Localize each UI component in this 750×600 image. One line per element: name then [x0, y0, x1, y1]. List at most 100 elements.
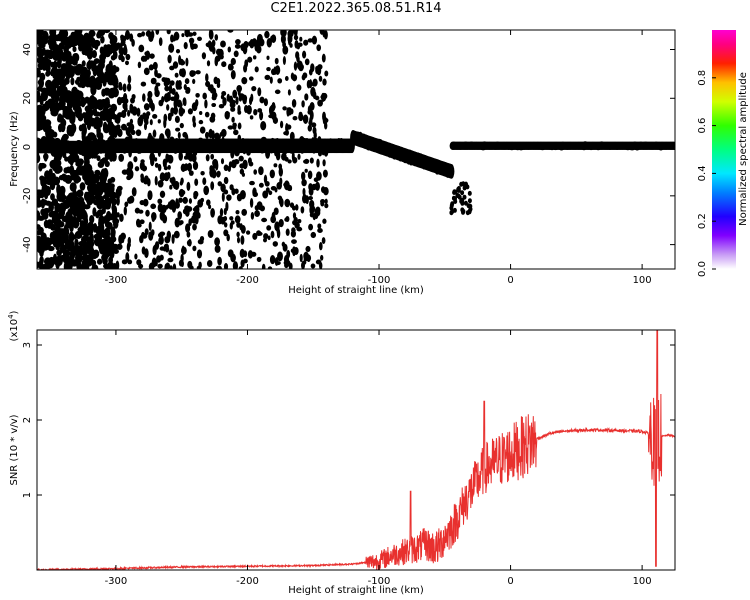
heatmap-cell [269, 169, 275, 179]
heatmap-cell [61, 30, 69, 39]
heatmap-cell [126, 175, 132, 181]
heatmap-cell [150, 229, 155, 236]
heatmap-cell [229, 184, 234, 191]
heatmap-cell [70, 77, 75, 86]
heatmap-cell [106, 184, 113, 193]
heatmap-cell [96, 99, 104, 105]
heatmap-cell [186, 239, 192, 247]
snr-series-line [37, 330, 675, 570]
heatmap-cell [182, 97, 187, 106]
heatmap-cell [141, 31, 146, 37]
heatmap-cell [324, 203, 329, 209]
heatmap-cell [316, 206, 320, 212]
heatmap-cell [166, 171, 171, 179]
heatmap-cell [235, 96, 239, 105]
heatmap-cell [245, 230, 251, 235]
top-y-tick-label: 20 [22, 92, 33, 105]
heatmap-cell [208, 128, 213, 139]
heatmap-cell [302, 50, 307, 59]
heatmap-cell [169, 199, 176, 206]
heatmap-cell [110, 79, 118, 86]
heatmap-cell [159, 231, 166, 236]
heatmap-cell [96, 155, 101, 162]
heatmap-cell [37, 30, 43, 38]
top-y-axis-label: Frequency (Hz) [9, 111, 20, 187]
heatmap-cell [273, 163, 278, 168]
heatmap-cell [313, 177, 319, 183]
heatmap-cell [248, 76, 254, 81]
heatmap-cell [189, 217, 194, 224]
heatmap-cell [266, 38, 272, 48]
heatmap-cell [217, 215, 223, 225]
heatmap-cell [179, 58, 184, 65]
heatmap-cell [189, 38, 193, 49]
heatmap-cell [38, 162, 47, 169]
heatmap-cell [157, 198, 163, 205]
heatmap-cell [257, 87, 262, 97]
heatmap-cell [187, 162, 193, 172]
heatmap-cell [237, 122, 242, 130]
heatmap-cell [293, 61, 298, 71]
heatmap-cell [159, 172, 166, 182]
heatmap-cell [287, 33, 293, 39]
heatmap-cell [249, 115, 254, 120]
top-x-tick-label: -100 [368, 275, 391, 286]
heatmap-cell [211, 95, 217, 101]
heatmap-cell [308, 68, 313, 76]
heatmap-cell [104, 220, 110, 228]
heatmap-cell [120, 96, 125, 104]
heatmap-cell [309, 212, 315, 218]
heatmap-cell [179, 220, 184, 225]
heatmap-cell [171, 234, 175, 244]
heatmap-cell [259, 96, 265, 104]
heatmap-cell [38, 77, 45, 89]
heatmap-cell [123, 206, 127, 216]
heatmap-cell [192, 223, 197, 231]
heatmap-cell [297, 219, 302, 224]
heatmap-cell [226, 233, 230, 242]
heatmap-cell [232, 89, 238, 99]
heatmap-cell [111, 197, 117, 207]
heatmap-cell [174, 72, 179, 78]
heatmap-cell [320, 200, 325, 207]
heatmap-cell [138, 44, 145, 53]
heatmap-cell [51, 86, 57, 98]
heatmap-cell [110, 132, 117, 138]
heatmap-cell [278, 163, 283, 170]
heatmap-cell [40, 208, 45, 216]
heatmap-cell [289, 202, 295, 208]
heatmap-cell [175, 49, 181, 54]
heatmap-cell [175, 127, 181, 132]
heatmap-cell [168, 84, 173, 93]
heatmap-cell [296, 84, 302, 91]
heatmap-cell [89, 176, 94, 185]
heatmap-cell [57, 211, 64, 220]
heatmap-cell [452, 189, 457, 195]
heatmap-cell [264, 30, 270, 39]
heatmap-cell [64, 156, 69, 162]
bottom-x-tick-label: -300 [105, 576, 128, 587]
heatmap-cell [103, 243, 109, 254]
heatmap-cell [99, 158, 105, 166]
heatmap-cell [267, 266, 273, 269]
heatmap-cell [180, 253, 184, 263]
heatmap-cell [312, 91, 317, 100]
heatmap-cell [219, 208, 224, 217]
heatmap-cell [216, 78, 221, 85]
heatmap-cell [308, 79, 313, 89]
heatmap-cell [204, 131, 210, 139]
heatmap-cell [164, 85, 170, 92]
heatmap-cell [295, 204, 299, 210]
heatmap-cell [202, 92, 207, 100]
heatmap-cell [77, 34, 85, 45]
heatmap-cell [319, 30, 325, 35]
heatmap-cell [240, 259, 245, 268]
heatmap-cell [43, 257, 52, 266]
heatmap-cell [317, 223, 322, 229]
heatmap-cell [296, 226, 303, 232]
heatmap-cell [291, 239, 297, 244]
heatmap-cell [253, 169, 258, 175]
heatmap-cell [104, 97, 110, 104]
heatmap-cell [106, 213, 114, 219]
heatmap-cell [69, 42, 76, 48]
